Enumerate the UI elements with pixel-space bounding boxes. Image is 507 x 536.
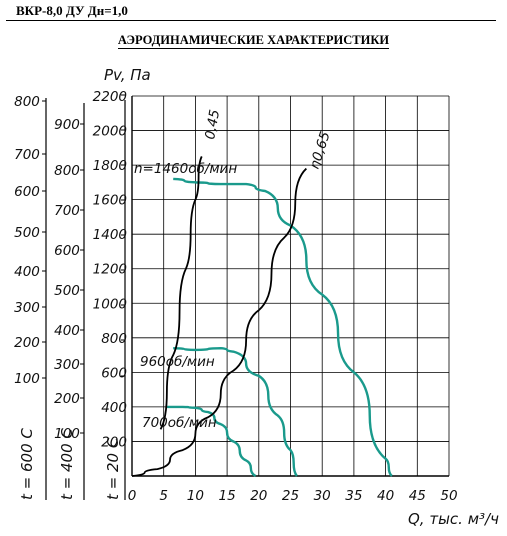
axes xyxy=(42,94,126,500)
extra-axis-tick-label: 400 xyxy=(14,264,40,280)
x-tick-label: 0 xyxy=(128,488,137,504)
chart-subtitle: АЭРОДИНАМИЧЕСКИЕ ХАРАКТЕРИСТИКИ xyxy=(0,33,507,49)
y-tick-label: 400 xyxy=(101,400,127,416)
curves xyxy=(131,156,393,478)
extra-axis-tick-label: 300 xyxy=(54,357,80,373)
x-tick-label: 10 xyxy=(187,488,204,504)
efficiency-line xyxy=(131,167,307,477)
extra-axis-label: t = 20 С xyxy=(104,437,122,500)
extra-axis-tick-label: 500 xyxy=(54,283,80,299)
curve-annotation: 0,45 xyxy=(202,108,223,140)
y-tick-label: 2200 xyxy=(93,89,127,105)
x-tick-label: 15 xyxy=(219,488,236,504)
extra-axis-tick-label: 500 xyxy=(14,225,40,241)
header-bar: ВКР-8,0 ДУ Дн=1,0 xyxy=(6,2,496,21)
extra-axis-tick-label: 300 xyxy=(14,300,40,316)
curve-annotation: 960об/мин xyxy=(140,354,215,370)
extra-axis-label: t = 400 С xyxy=(58,428,76,500)
extra-axis-tick-label: 100 xyxy=(54,426,80,442)
extra-axis-tick-label: 200 xyxy=(14,335,40,351)
model-title: ВКР-8,0 ДУ Дн=1,0 xyxy=(16,3,128,18)
x-tick-label: 50 xyxy=(440,488,457,504)
extra-axis-tick-label: 700 xyxy=(14,147,40,163)
efficiency-line xyxy=(159,156,203,430)
y-tick-label: 1800 xyxy=(93,158,127,174)
x-tick-label: 40 xyxy=(377,488,394,504)
x-axis-title: Q, тыс. м³/ч xyxy=(408,510,499,528)
x-tick-label: 35 xyxy=(345,488,362,504)
extra-axis-tick-label: 100 xyxy=(14,371,40,387)
extra-axis-tick-label: 800 xyxy=(14,94,40,110)
y-tick-label: 200 xyxy=(101,434,127,450)
y-tick-label: 1600 xyxy=(93,193,127,209)
x-tick-label: 30 xyxy=(314,488,331,504)
y-tick-label: 2000 xyxy=(93,124,127,140)
extra-axis-tick-label: 800 xyxy=(54,163,80,179)
extra-axis-tick-label: 400 xyxy=(54,323,80,339)
curve-annotation: 700об/мин xyxy=(142,415,217,431)
y-axis-title: Pv, Па xyxy=(104,66,151,84)
subtitle-text: АЭРОДИНАМИЧЕСКИЕ ХАРАКТЕРИСТИКИ xyxy=(117,33,390,49)
extra-axis-tick-label: 600 xyxy=(14,184,40,200)
x-tick-label: 5 xyxy=(159,488,168,504)
grid xyxy=(131,95,450,477)
extra-axis-tick-label: 200 xyxy=(54,391,80,407)
y-tick-label: 1000 xyxy=(93,296,127,312)
y-tick-label: 600 xyxy=(101,365,127,381)
extra-axis-tick-label: 600 xyxy=(54,243,80,259)
x-tick-label: 25 xyxy=(282,488,299,504)
y-tick-label: 800 xyxy=(101,331,127,347)
extra-axis-tick-label: 700 xyxy=(54,203,80,219)
extra-axis-label: t = 600 С xyxy=(18,428,36,500)
series-line xyxy=(173,177,393,477)
series-line xyxy=(166,405,257,478)
curve-annotation: n=1460об/мин xyxy=(134,161,237,177)
series-line xyxy=(173,346,298,477)
x-tick-label: 45 xyxy=(409,488,426,504)
x-tick-label: 20 xyxy=(250,488,267,504)
y-tick-label: 1400 xyxy=(93,227,127,243)
extra-axis-tick-label: 900 xyxy=(54,117,80,133)
labels: 0 5 10 15 20 25 30 35 40 45 50 200 400 600 800 1000 1200… xyxy=(14,66,499,528)
y-tick-label: 1200 xyxy=(93,262,127,278)
